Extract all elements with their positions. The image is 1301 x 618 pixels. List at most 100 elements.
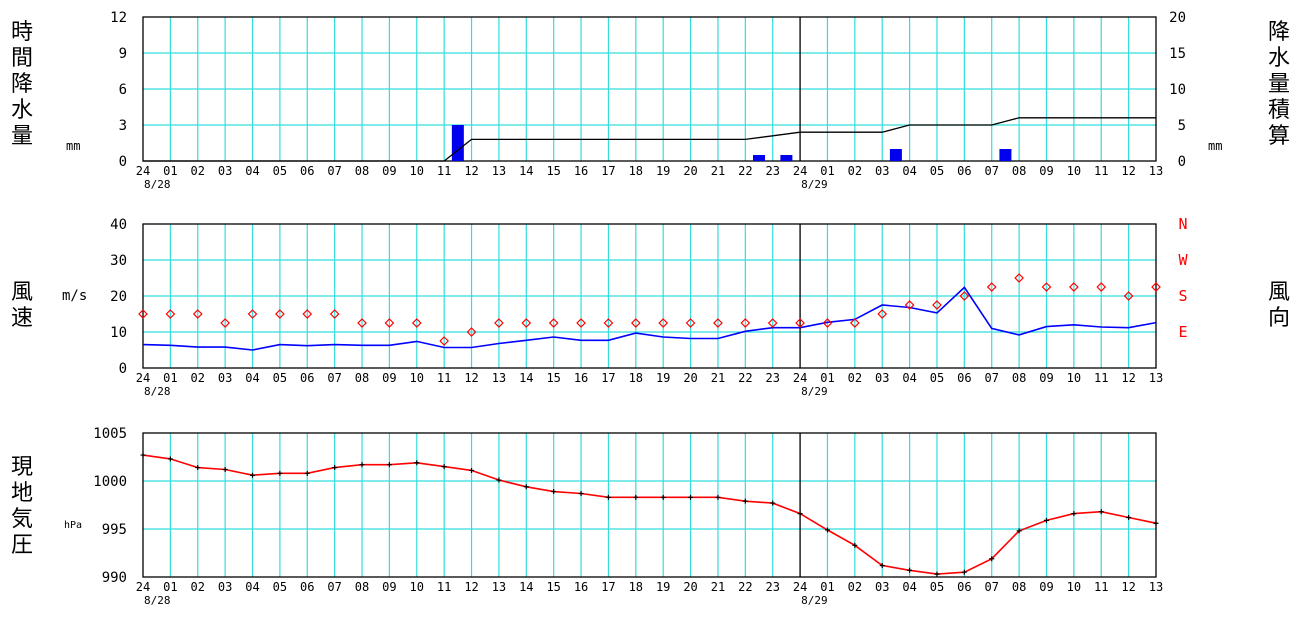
x-tick-label: 10 [1067, 371, 1081, 385]
x-tick-label: 06 [957, 580, 971, 594]
y-axis-unit: hPa [64, 520, 82, 531]
x-tick-label: 10 [1067, 164, 1081, 178]
x-tick-label: 13 [1149, 580, 1163, 594]
wind-direction-marker [1096, 282, 1107, 292]
pressure-point-marker [1043, 517, 1049, 523]
x-tick-label: 12 [1121, 164, 1135, 178]
plot-frame [142, 432, 1157, 578]
x-tick-label: 21 [711, 580, 725, 594]
x-tick-label: 10 [410, 164, 424, 178]
wind-direction-marker [576, 318, 586, 328]
rain-hourly-title-char: 量 [10, 124, 33, 149]
x-tick-label: 12 [1121, 580, 1135, 594]
x-tick-label: 07 [327, 580, 341, 594]
date-label: 8/29 [801, 594, 828, 607]
wind-direction-marker [494, 318, 504, 328]
pressure-point-marker [961, 569, 967, 575]
x-tick-label: 11 [1094, 164, 1108, 178]
x-tick-label: 09 [382, 164, 396, 178]
wind-direction-marker [165, 309, 176, 319]
pressure-point-marker [770, 500, 776, 506]
x-tick-label: 18 [629, 371, 643, 385]
y-tick-label: 40 [110, 217, 127, 233]
wind-direction-marker [658, 318, 669, 328]
date-label: 8/28 [144, 385, 171, 398]
x-tick-label: 06 [957, 164, 971, 178]
pressure-point-marker [304, 470, 310, 476]
x-tick-label: 04 [245, 164, 259, 178]
x-tick-label: 22 [738, 371, 752, 385]
pressure-point-marker [140, 452, 146, 458]
x-tick-label: 08 [355, 371, 369, 385]
pressure-point-marker [633, 494, 639, 500]
x-tick-label: 15 [546, 164, 560, 178]
date-label: 8/28 [144, 594, 171, 607]
x-tick-label: 12 [1121, 371, 1135, 385]
wind-direction-marker [685, 318, 696, 328]
x-tick-label: 02 [848, 580, 862, 594]
pressure-point-marker [715, 494, 721, 500]
rain-cumulative-title-char: 積 [1267, 98, 1290, 123]
pressure-point-marker [824, 527, 830, 533]
x-tick-label: 22 [738, 164, 752, 178]
x-tick-label: 18 [629, 164, 643, 178]
plot-frame [142, 223, 1157, 369]
x-tick-label: 02 [848, 371, 862, 385]
x-tick-label: 04 [245, 371, 259, 385]
x-tick-label: 11 [437, 580, 451, 594]
y-axis-unit: mm [66, 139, 80, 153]
wind-direction-marker [959, 291, 970, 301]
x-tick-label: 02 [191, 580, 205, 594]
y2-tick-label: 10 [1169, 82, 1186, 98]
wind-direction-marker [384, 318, 395, 328]
pressure-point-marker [1153, 520, 1159, 526]
x-tick-label: 12 [464, 371, 478, 385]
wind-direction-marker [548, 318, 559, 328]
x-tick-label: 08 [355, 164, 369, 178]
wind-direction-marker [767, 318, 778, 328]
x-tick-label: 03 [218, 164, 232, 178]
wind-direction-marker [877, 309, 888, 319]
x-tick-label: 14 [519, 371, 533, 385]
x-tick-label: 07 [985, 164, 999, 178]
x-tick-label: 18 [629, 580, 643, 594]
pressure-point-marker [386, 462, 392, 468]
y-axis-unit: m/s [62, 288, 87, 304]
x-tick-label: 04 [902, 580, 916, 594]
y2-axis-unit: mm [1208, 139, 1222, 153]
x-tick-label: 07 [985, 580, 999, 594]
x-tick-label: 03 [875, 580, 889, 594]
pressure-point-marker [907, 567, 913, 573]
date-label: 8/29 [801, 178, 828, 191]
x-tick-label: 17 [601, 580, 615, 594]
x-tick-label: 23 [765, 580, 779, 594]
pressure-point-marker [879, 562, 885, 568]
x-tick-label: 22 [738, 580, 752, 594]
x-tick-label: 01 [163, 580, 177, 594]
pressure-point-marker [167, 456, 173, 462]
rain-cumulative-title-char: 量 [1267, 72, 1290, 97]
precipitation-bar [780, 155, 793, 161]
y-tick-label: 12 [110, 10, 127, 26]
x-tick-label: 13 [1149, 164, 1163, 178]
x-tick-label: 19 [656, 164, 670, 178]
y-tick-label: 1005 [93, 426, 127, 442]
x-tick-label: 08 [1012, 371, 1026, 385]
precipitation-bar [999, 149, 1012, 161]
pressure-title-char: 圧 [10, 533, 33, 558]
pressure-point-marker [277, 470, 283, 476]
x-tick-label: 16 [574, 580, 588, 594]
y-tick-label: 6 [119, 82, 127, 98]
wind-direction-marker [1069, 282, 1079, 292]
wind-direction-marker [192, 309, 203, 319]
x-tick-label: 02 [191, 164, 205, 178]
x-tick-label: 20 [683, 371, 697, 385]
wind-direction-marker [1151, 282, 1161, 292]
pressure-point-marker [660, 494, 666, 500]
rain-cumulative-title: 降 水 量 積 算 [1264, 20, 1294, 150]
pressure-point-marker [852, 542, 858, 548]
pressure-point-marker [1098, 509, 1104, 515]
x-tick-label: 12 [464, 580, 478, 594]
pressure-point-marker [469, 467, 475, 473]
